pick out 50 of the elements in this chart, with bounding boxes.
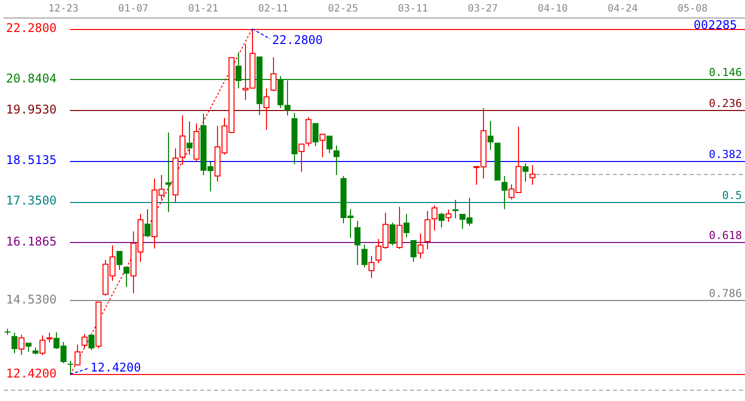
candlestick [354, 220, 360, 266]
annotation: 22.2800 [272, 32, 323, 47]
candlestick [326, 136, 332, 154]
x-tick-label: 03-27 [468, 4, 498, 15]
annotation: 0.5 [722, 188, 742, 202]
candlestick [488, 120, 494, 150]
candlestick [4, 328, 10, 336]
annotation: 0.618 [708, 228, 742, 242]
x-tick-label: 01-07 [118, 4, 148, 15]
y-tick-label: 19.9530 [6, 102, 57, 117]
candlestick [334, 145, 340, 176]
candlestick [362, 244, 368, 268]
candlestick [390, 222, 396, 246]
annotation: 0.236 [708, 96, 742, 110]
y-tick-label: 16.1865 [6, 234, 57, 248]
chart-title: 002285 [694, 18, 737, 32]
candlestick [522, 162, 528, 182]
candlestick [502, 176, 508, 210]
y-tick-label: 12.4200 [6, 366, 57, 380]
candlestick [116, 250, 122, 270]
y-tick-label: 18.5135 [6, 152, 57, 167]
y-tick-label: 14.5300 [6, 292, 57, 306]
candlestick [12, 332, 18, 354]
x-tick-label: 03-11 [398, 4, 428, 15]
candlestick [68, 360, 74, 375]
candlestick [144, 208, 150, 238]
candlestick [124, 266, 130, 288]
y-tick-label: 17.3500 [6, 194, 57, 208]
candlestick [166, 132, 172, 213]
x-tick-label: 05-08 [678, 4, 708, 15]
annotation: 0.786 [708, 286, 742, 300]
y-tick-label: 20.8404 [6, 71, 57, 86]
x-tick-label: 04-10 [538, 4, 568, 15]
annotation: 0.146 [708, 66, 742, 79]
candlestick [410, 240, 416, 262]
candlestick [312, 123, 318, 147]
candlestick [438, 212, 444, 228]
annotation: 0.382 [708, 148, 742, 161]
x-tick-label: 04-24 [608, 4, 638, 15]
x-tick-label: 01-21 [188, 4, 218, 15]
candlestick [32, 347, 38, 354]
candlestick [186, 120, 192, 156]
candlestick [404, 213, 410, 238]
candlestick [26, 342, 32, 352]
y-tick-label: 22.2800 [6, 20, 57, 35]
annotation: 12.4200 [90, 360, 141, 374]
x-tick-label: 12-23 [48, 4, 78, 15]
x-tick-label: 02-25 [328, 4, 358, 15]
candlestick [292, 112, 298, 165]
x-tick-label: 02-11 [258, 4, 288, 15]
